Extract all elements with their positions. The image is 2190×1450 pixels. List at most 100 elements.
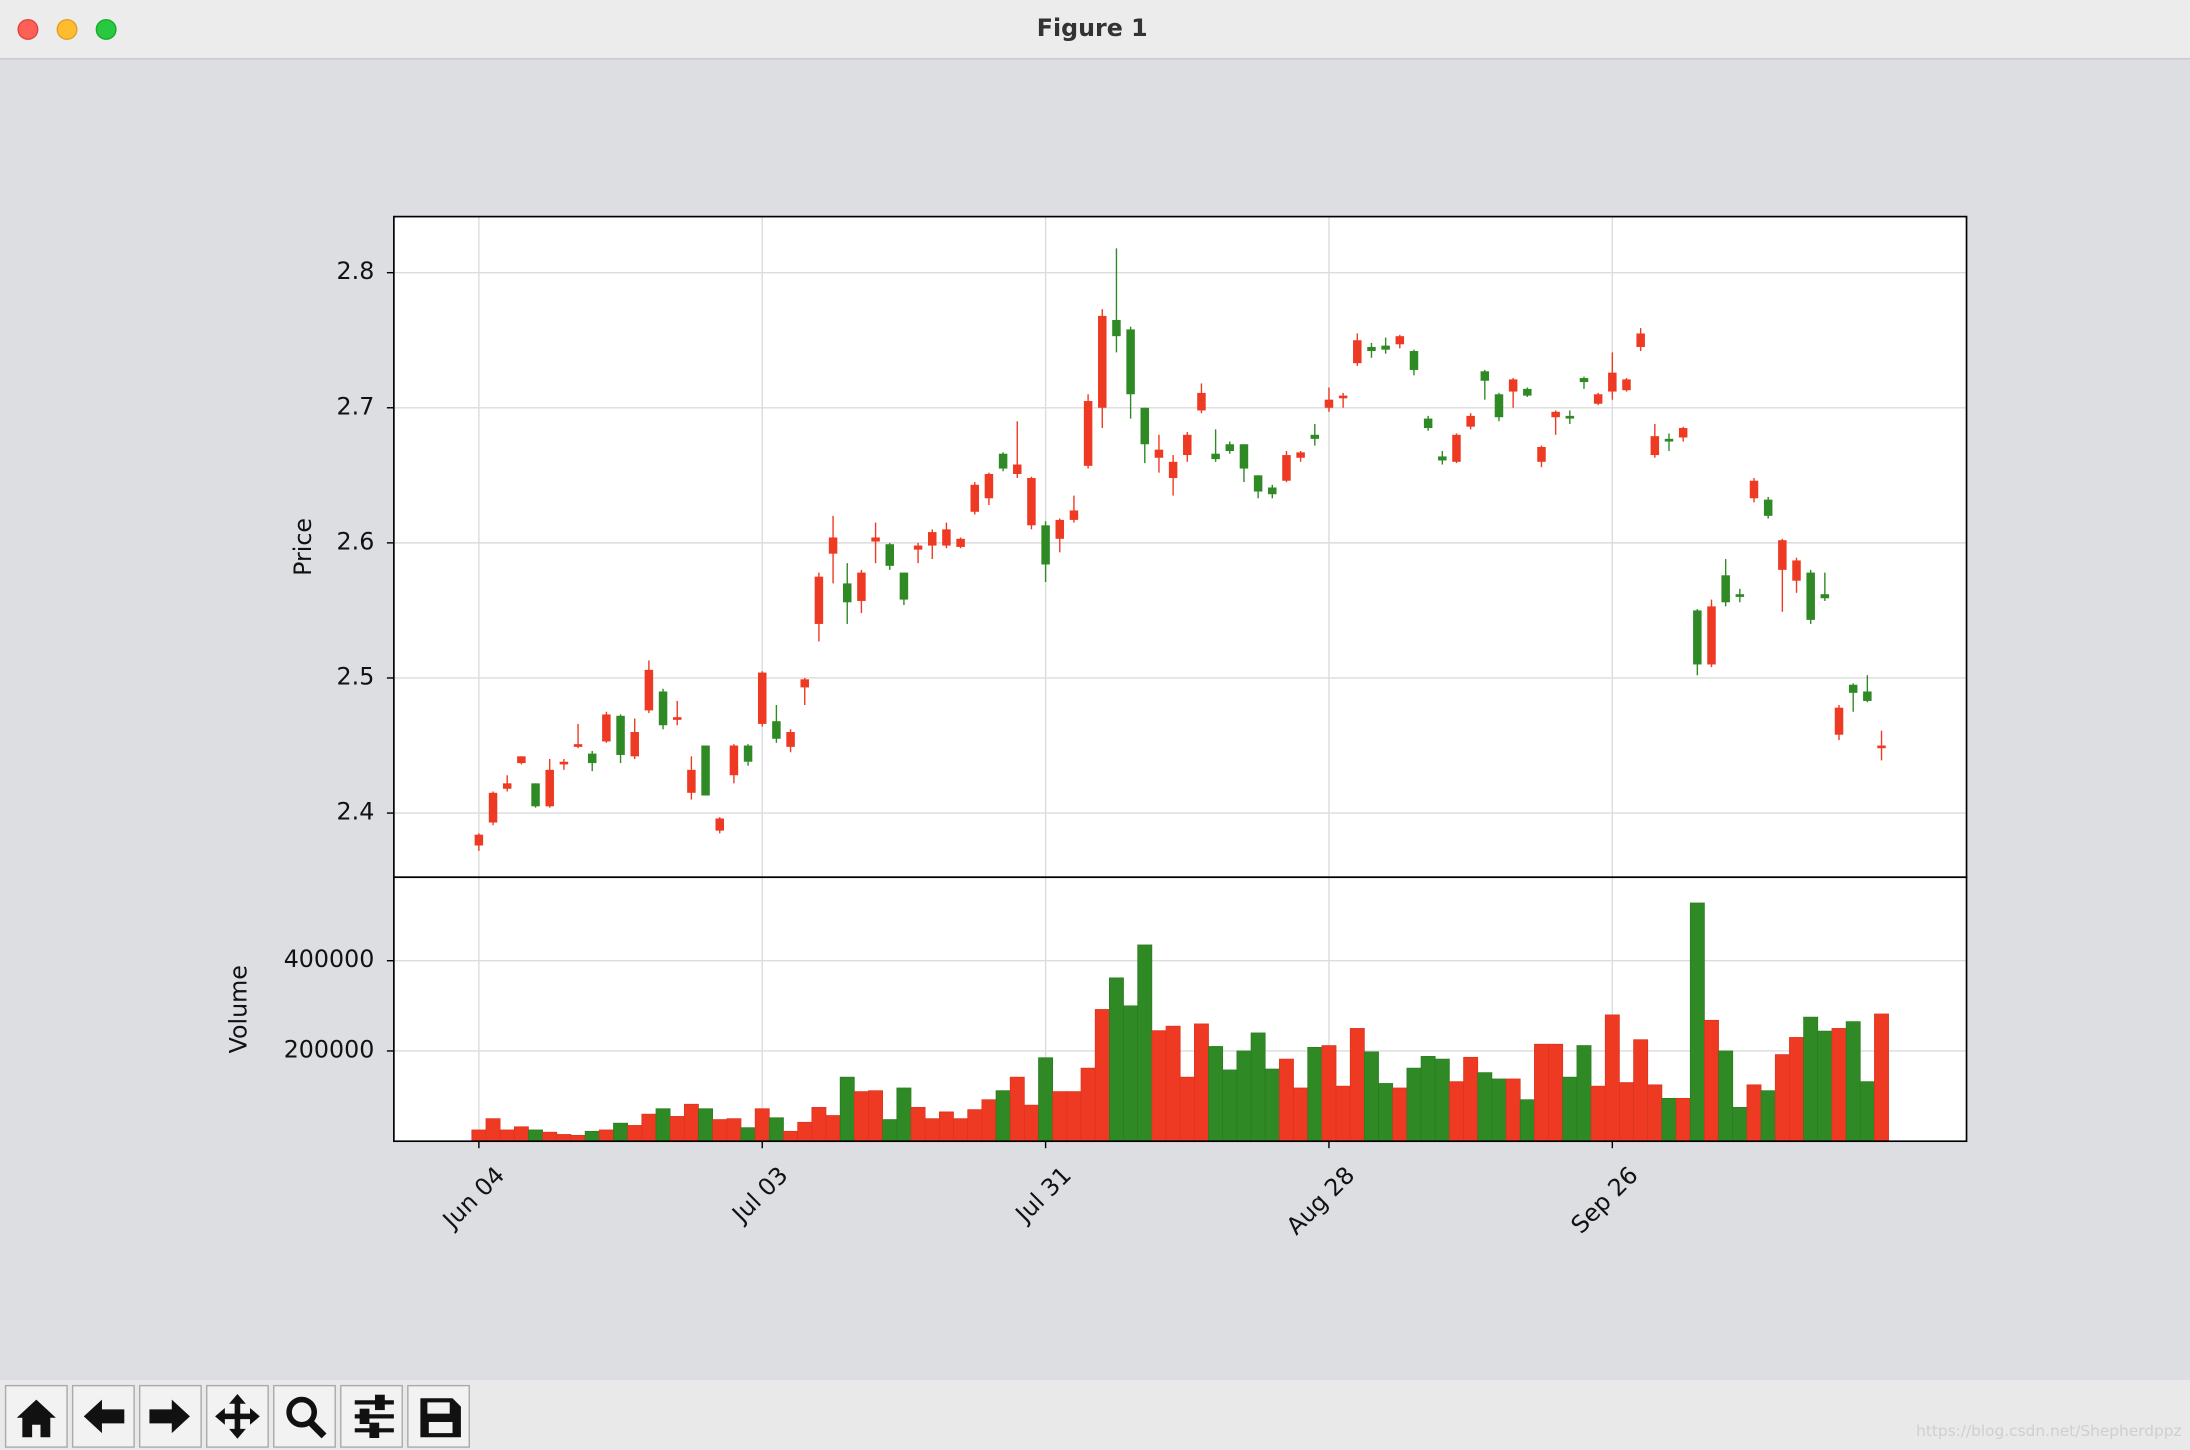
candle-body	[1778, 540, 1787, 570]
configure-icon	[354, 1394, 394, 1439]
volume-bar	[1335, 1085, 1351, 1142]
candle-body	[1367, 346, 1376, 352]
volume-bar	[1604, 1014, 1620, 1142]
volume-bar	[1491, 1078, 1507, 1142]
candle-body	[899, 572, 909, 600]
volume-bar	[1023, 1104, 1039, 1142]
volume-bar	[1463, 1056, 1479, 1142]
volume-bar	[967, 1109, 983, 1142]
candle-body	[502, 783, 512, 789]
plot	[393, 877, 1967, 1142]
volume-bar	[570, 1134, 586, 1142]
volume-bar	[1066, 1091, 1082, 1142]
candle-body	[1466, 415, 1475, 427]
volume-bar	[1009, 1076, 1025, 1142]
volume-bar	[1179, 1076, 1195, 1142]
candle-body	[1848, 684, 1858, 693]
candle-body	[1310, 434, 1320, 439]
y-tick-label: 2.8	[337, 257, 375, 285]
candle-body	[644, 669, 654, 711]
candle-body	[1792, 560, 1801, 581]
candle-body	[1820, 594, 1830, 599]
volume-bar	[613, 1122, 628, 1142]
y-tick-label: 200000	[284, 1035, 375, 1063]
plot	[393, 216, 1967, 878]
candle-body	[1069, 510, 1079, 520]
y-tick-label: 2.6	[337, 527, 375, 555]
volume-bar	[542, 1131, 558, 1142]
volume-bar	[1675, 1097, 1691, 1142]
candle-body	[701, 745, 710, 796]
candle-body	[630, 732, 639, 757]
candle-body	[1112, 319, 1121, 337]
candle-body	[1268, 487, 1277, 495]
candle-body	[1211, 453, 1220, 460]
volume-bar	[825, 1115, 841, 1142]
volume-bar	[485, 1118, 501, 1142]
candle-body	[517, 756, 526, 764]
candle-body	[1381, 345, 1390, 350]
candle-body	[828, 537, 838, 554]
zoom-icon-handle	[307, 1419, 327, 1439]
volume-bar	[528, 1129, 543, 1142]
candle-body	[1083, 401, 1093, 466]
candle-body	[1523, 388, 1532, 396]
volume-bar	[953, 1118, 969, 1142]
volume-bar	[797, 1121, 813, 1142]
minimize-button[interactable]	[56, 18, 78, 40]
forward-icon	[149, 1399, 190, 1434]
volume-bar	[1349, 1028, 1365, 1142]
candle-body	[559, 761, 569, 765]
candle-body	[1409, 351, 1419, 370]
candle-body	[1154, 449, 1164, 458]
candle-body	[928, 532, 937, 546]
y-tick-label: 2.4	[337, 798, 375, 826]
candle-body	[1183, 434, 1192, 456]
volume-bar	[853, 1091, 869, 1142]
candle-body	[857, 572, 866, 601]
candle-body	[1296, 452, 1305, 458]
volume-bar	[1704, 1019, 1719, 1142]
volume-bar	[1080, 1067, 1096, 1142]
volume-bar	[1364, 1051, 1379, 1142]
candle-body	[729, 745, 739, 776]
volume-bar	[1718, 1050, 1734, 1142]
volume-bar	[1817, 1030, 1833, 1142]
volume-bar	[1165, 1025, 1181, 1142]
pan-icon	[215, 1394, 260, 1439]
y-axis-label: Volume	[225, 965, 253, 1053]
candle-body	[1239, 444, 1249, 469]
volume-bar	[1307, 1047, 1323, 1142]
volume-bar	[1774, 1054, 1790, 1142]
volume-bar	[938, 1111, 954, 1142]
watermark: https://blog.csdn.net/Shepherdppz	[1916, 1422, 2182, 1440]
candle-body	[1622, 379, 1631, 391]
volume-bar	[1279, 1058, 1294, 1142]
volume-bar	[1250, 1032, 1266, 1142]
candle-body	[616, 715, 625, 755]
candle-body	[942, 529, 951, 546]
volume-bar	[1845, 1021, 1861, 1142]
volume-bar	[1406, 1067, 1422, 1142]
candle-body	[1338, 395, 1348, 399]
volume-bar	[896, 1087, 912, 1142]
volume-bar	[627, 1125, 643, 1142]
volume-bar	[556, 1134, 572, 1142]
plot-area	[393, 216, 1967, 878]
zoom-button[interactable]	[95, 18, 117, 40]
volume-bar	[499, 1129, 515, 1142]
volume-bar	[1392, 1087, 1408, 1142]
volume-bar	[584, 1130, 600, 1142]
volume-bar	[712, 1119, 728, 1142]
close-button[interactable]	[17, 18, 39, 40]
candle-body	[1551, 411, 1560, 418]
candle-body	[672, 717, 682, 720]
candle-body	[1353, 340, 1362, 364]
volume-bar	[924, 1118, 940, 1142]
volume-bar	[1094, 1009, 1110, 1142]
zoom-tool-button[interactable]	[273, 1384, 336, 1448]
volume-bar	[471, 1129, 487, 1142]
candle-body	[970, 484, 980, 512]
